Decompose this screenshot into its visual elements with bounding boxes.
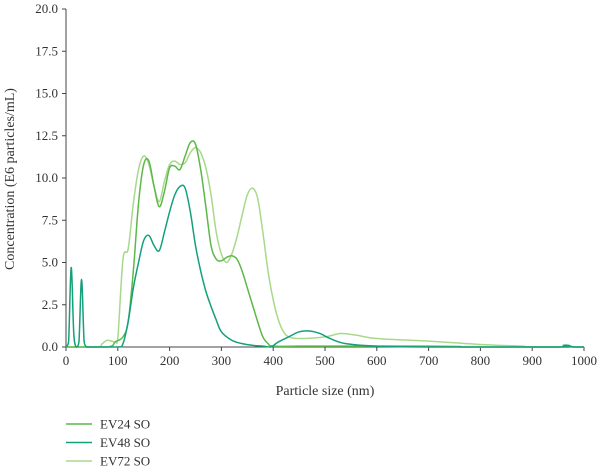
y-tick-label: 10.0 [35, 170, 58, 185]
y-tick-label: 20.0 [35, 1, 58, 16]
legend-item: EV72 SO [66, 454, 150, 469]
y-tick-label: 5.0 [42, 255, 58, 270]
legend-label: EV48 SO [100, 435, 150, 450]
x-tick-label: 400 [263, 353, 283, 368]
axes: 0 100 200 300 400 500 600 700 800 900 1000 0.0 2.5 5.… [35, 1, 597, 368]
x-tick-label: 0 [63, 353, 70, 368]
x-tick-label: 700 [419, 353, 439, 368]
legend: EV24 SO EV48 SO EV72 SO [66, 417, 150, 469]
series-line-ev48-so [65, 184, 584, 348]
legend-item: EV48 SO [66, 435, 150, 450]
series-layer [65, 140, 584, 348]
y-tick-label: 15.0 [35, 86, 58, 101]
x-tick-label: 200 [160, 353, 180, 368]
legend-label: EV24 SO [100, 417, 150, 432]
x-tick-label: 600 [367, 353, 387, 368]
x-tick-label: 800 [471, 353, 491, 368]
x-axis-title: Particle size (nm) [276, 384, 375, 399]
y-tick-label: 17.5 [35, 43, 58, 58]
y-tick-label: 12.5 [35, 128, 58, 143]
x-tick-label: 100 [108, 353, 128, 368]
series-line-ev24-so [65, 140, 584, 348]
legend-item: EV24 SO [66, 417, 150, 432]
x-tick-label: 300 [212, 353, 232, 368]
x-tick-label: 500 [315, 353, 335, 368]
x-tick-label: 900 [522, 353, 542, 368]
y-tick-label: 2.5 [42, 297, 58, 312]
y-tick-label: 7.5 [42, 212, 58, 227]
legend-label: EV72 SO [100, 454, 150, 469]
series-line-ev72-so [65, 146, 584, 348]
y-axis-title: Concentration (E6 particles/mL) [3, 88, 18, 270]
y-tick-label: 0.0 [42, 339, 58, 354]
x-tick-label: 1000 [571, 353, 597, 368]
